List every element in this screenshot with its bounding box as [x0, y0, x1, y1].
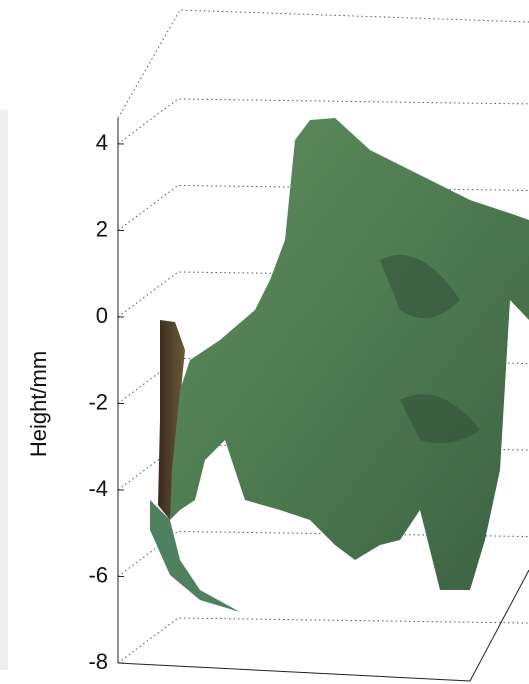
y-tick-label: -2 [88, 389, 108, 414]
surface-flap [150, 500, 240, 612]
chart: Height/mm -8 -6 -4 -2 0 2 4 [0, 0, 529, 684]
y-tick-label: 2 [96, 216, 108, 241]
base-line [470, 570, 529, 681]
surface [170, 118, 529, 590]
grid-line [118, 618, 529, 663]
y-tick-label: -4 [88, 476, 108, 501]
grid-line [118, 10, 529, 118]
y-tick-label: 0 [96, 303, 108, 328]
y-tick-label: -8 [88, 649, 108, 674]
y-tick-label: -6 [88, 562, 108, 587]
side-strip [0, 110, 8, 670]
y-tick-label: 4 [96, 130, 108, 155]
y-axis-label: Height/mm [26, 351, 51, 457]
base-line [118, 663, 470, 681]
